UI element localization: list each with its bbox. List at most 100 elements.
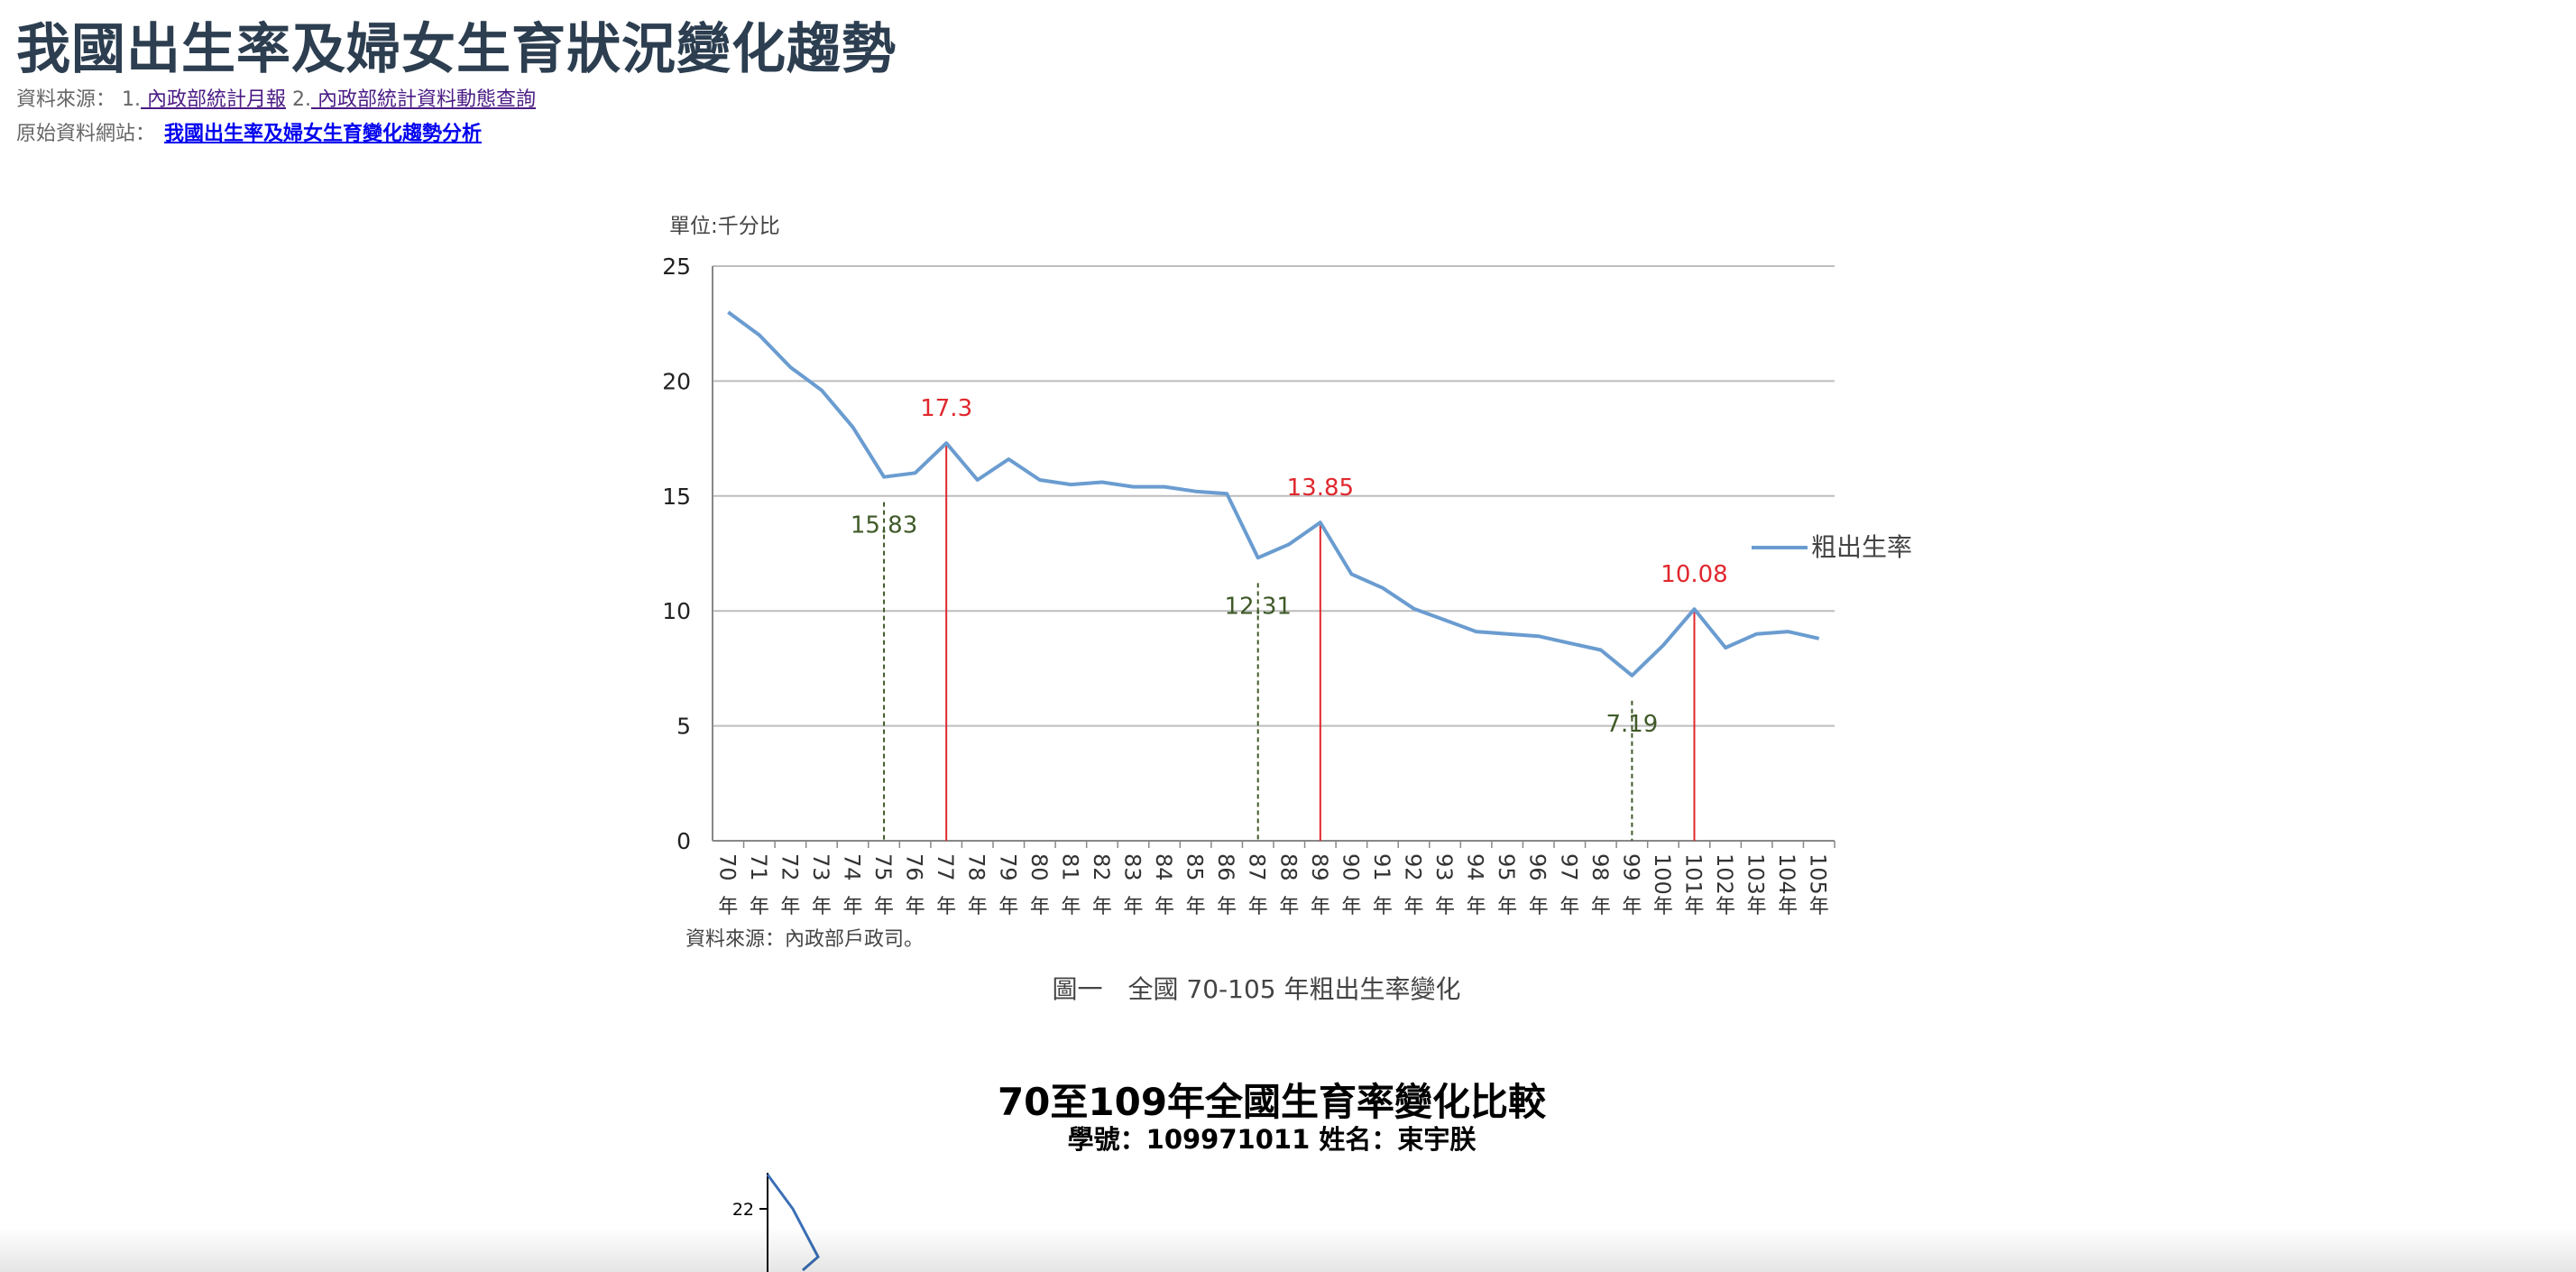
- source-line: 資料來源： 1. 內政部統計月報 2. 內政部統計資料動態查詢: [16, 83, 536, 112]
- x-tick-label: 70: [714, 853, 740, 881]
- x-tick-unit: 年: [1591, 896, 1611, 918]
- y-axis-ticks: 22: [732, 1200, 768, 1220]
- x-tick-unit: 年: [1092, 896, 1112, 918]
- annotation-label: 7.19: [1605, 711, 1658, 738]
- y-tick-label: 25: [662, 253, 691, 280]
- x-tick-unit: 年: [1809, 896, 1829, 918]
- series-line-birth-rate: [727, 310, 1820, 677]
- x-tick-unit: 年: [1279, 896, 1299, 918]
- second-chart-title: 70至109年全國生育率變化比較: [997, 1080, 1547, 1124]
- x-tick-unit: 年: [1559, 896, 1579, 918]
- x-tick-unit: 年: [874, 896, 894, 918]
- x-tick-unit: 年: [998, 896, 1018, 918]
- x-tick-label: 75: [870, 853, 896, 881]
- x-tick-unit: 年: [1497, 896, 1517, 918]
- x-tick-label: 96: [1525, 853, 1550, 881]
- x-tick-unit: 年: [1311, 896, 1330, 918]
- x-tick-label: 97: [1556, 853, 1581, 881]
- x-tick-unit: 年: [1653, 896, 1673, 918]
- origin-label: 原始資料網站：: [16, 123, 156, 145]
- x-tick-label: 88: [1275, 853, 1301, 881]
- x-tick-label: 85: [1182, 853, 1208, 881]
- x-tick-label: 105: [1806, 853, 1831, 895]
- x-tick-unit: 年: [750, 896, 769, 918]
- x-tick-label: 99: [1618, 853, 1643, 881]
- x-tick-label: 98: [1587, 853, 1613, 881]
- annotation-label: 10.08: [1661, 561, 1727, 588]
- x-tick-label: 80: [1026, 853, 1052, 881]
- source-label: 資料來源：: [16, 88, 116, 111]
- y-axis-ticks: 0 5 10 15 20 25: [662, 253, 691, 854]
- x-tick-label: 78: [964, 853, 989, 881]
- source-num-1: 1.: [122, 88, 142, 111]
- x-tick-unit: 年: [1373, 896, 1393, 918]
- annotation-label: 12.31: [1225, 593, 1292, 620]
- x-tick-label: 101: [1681, 853, 1707, 895]
- x-tick-label: 104: [1774, 853, 1799, 895]
- x-tick-unit: 年: [1155, 896, 1174, 918]
- x-tick-unit: 年: [1529, 896, 1549, 918]
- x-tick-label: 87: [1245, 853, 1270, 881]
- x-tick-label: 73: [808, 853, 833, 881]
- unit-label: 單位:千分比: [669, 215, 780, 238]
- source-link-dynamic-query[interactable]: 內政部統計資料動態查詢: [311, 88, 537, 111]
- origin-line: 原始資料網站： 我國出生率及婦女生育變化趨勢分析: [16, 117, 482, 146]
- x-tick-label: 92: [1401, 853, 1426, 881]
- x-tick-label: 100: [1650, 853, 1675, 895]
- y-tick-label: 20: [662, 368, 691, 394]
- x-tick-unit: 年: [1123, 896, 1143, 918]
- x-tick-label: 95: [1494, 853, 1519, 881]
- origin-link[interactable]: 我國出生率及婦女生育變化趨勢分析: [164, 123, 483, 145]
- y-tick-label: 10: [662, 598, 691, 624]
- annotation-droplines: [883, 443, 1696, 841]
- x-axis-ticks: 70年71年72年73年74年75年76年77年78年79年80年81年82年8…: [714, 841, 1835, 918]
- x-tick-label: 81: [1057, 853, 1082, 881]
- x-tick-label: 90: [1338, 853, 1363, 881]
- x-tick-unit: 年: [1684, 896, 1704, 918]
- x-tick-label: 89: [1307, 853, 1332, 881]
- page-title: 我國出生率及婦女生育狀況變化趨勢: [16, 18, 897, 81]
- x-tick-label: 76: [902, 853, 927, 881]
- gridlines: [712, 265, 1835, 842]
- x-tick-unit: 年: [812, 896, 832, 918]
- fertility-rate-chart: 22: [732, 1173, 820, 1272]
- x-tick-unit: 年: [1217, 896, 1237, 918]
- x-tick-label: 91: [1369, 853, 1394, 881]
- x-tick-label: 84: [1151, 853, 1176, 881]
- source-link-monthly[interactable]: 內政部統計月報: [141, 88, 287, 111]
- x-tick-unit: 年: [1403, 896, 1423, 918]
- legend-label: 粗出生率: [1811, 532, 1912, 562]
- x-tick-unit: 年: [1030, 896, 1050, 918]
- x-tick-unit: 年: [1061, 896, 1081, 918]
- x-tick-unit: 年: [718, 896, 738, 918]
- x-tick-unit: 年: [1248, 896, 1268, 918]
- x-tick-label: 77: [933, 853, 958, 881]
- source-num-2: 2.: [292, 88, 312, 111]
- x-tick-label: 72: [777, 853, 802, 881]
- chart-source-note: 資料來源：內政部戶政司。: [685, 928, 924, 951]
- bottom-shadow: [0, 1227, 2576, 1272]
- x-tick-label: 71: [746, 853, 771, 881]
- annotation-labels: 15.83 17.3 12.31 13.85 7.19 10.08: [851, 395, 1728, 738]
- y-tick-label: 15: [662, 484, 691, 510]
- x-tick-label: 79: [995, 853, 1020, 881]
- chart-caption: 圖一 全國 70-105 年粗出生率變化: [1053, 974, 1461, 1004]
- y-tick-label: 22: [732, 1200, 754, 1220]
- x-tick-label: 102: [1712, 853, 1737, 895]
- x-tick-unit: 年: [1186, 896, 1206, 918]
- x-tick-unit: 年: [1747, 896, 1767, 918]
- x-tick-unit: 年: [1435, 896, 1455, 918]
- x-tick-unit: 年: [780, 896, 800, 918]
- x-tick-unit: 年: [936, 896, 956, 918]
- annotation-label: 15.83: [851, 512, 917, 539]
- y-tick-label: 0: [676, 828, 691, 854]
- x-tick-label: 103: [1743, 853, 1769, 895]
- x-tick-unit: 年: [1716, 896, 1735, 918]
- x-tick-unit: 年: [906, 896, 925, 918]
- x-tick-label: 94: [1463, 853, 1488, 881]
- x-tick-unit: 年: [1467, 896, 1486, 918]
- x-tick-unit: 年: [842, 896, 862, 918]
- y-tick-label: 5: [676, 714, 691, 740]
- second-chart-subtitle: 學號：109971011 姓名：束宇朕: [1067, 1124, 1477, 1155]
